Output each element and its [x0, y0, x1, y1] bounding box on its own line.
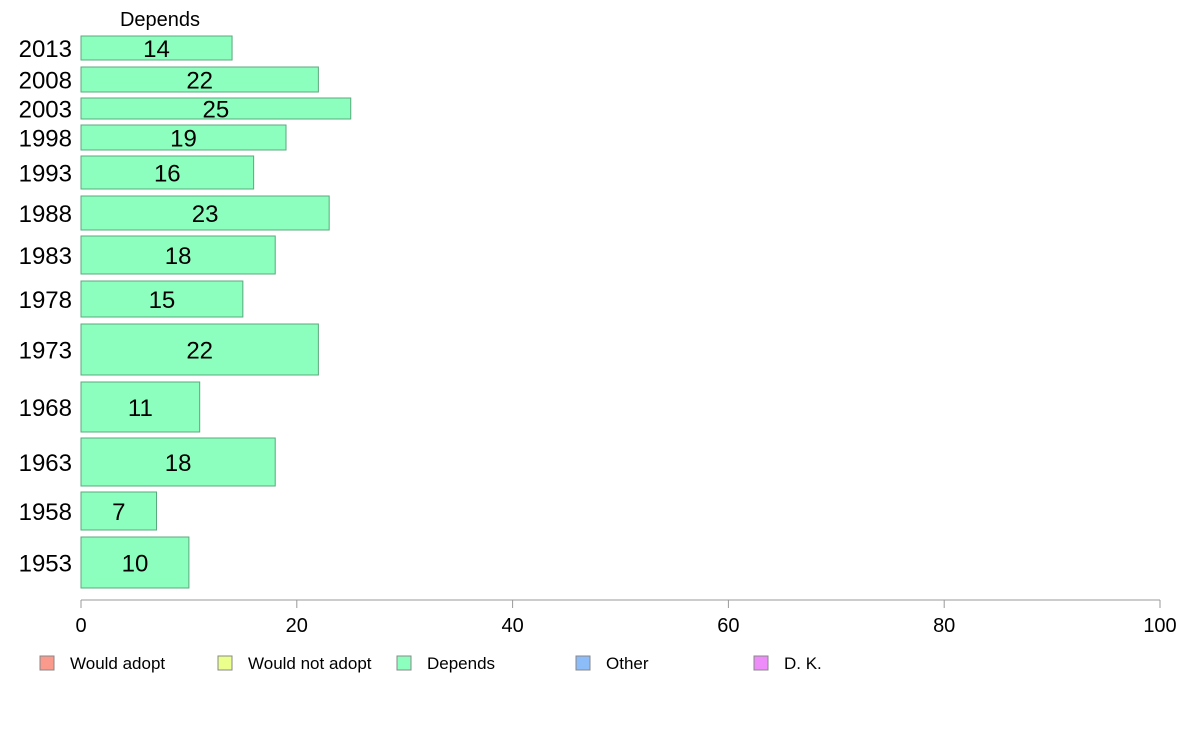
bar-1968 [80, 381, 201, 433]
y-tick-label: 1993 [19, 161, 72, 188]
y-tick-label: 1958 [19, 499, 72, 526]
bar-1993 [80, 155, 255, 190]
y-tick-label: 1963 [19, 450, 72, 477]
bar-1978 [80, 280, 244, 318]
legend-label: Other [606, 654, 649, 673]
bar-1983 [80, 235, 276, 275]
legend-label: Would adopt [70, 654, 165, 673]
column-title: Depends [120, 9, 200, 31]
y-tick-label: 2003 [19, 97, 72, 124]
x-tick-label: 0 [75, 615, 86, 637]
y-tick-label: 1988 [19, 201, 72, 228]
bar-1963 [80, 437, 276, 487]
bar-value-label: 11 [128, 395, 153, 422]
bar-value-label: 22 [186, 338, 213, 365]
bar-value-label: 16 [154, 161, 181, 188]
x-axis: 0 20 40 60 80 100 [75, 599, 1177, 637]
bar-2003 [80, 97, 352, 120]
x-tick-label: 40 [501, 615, 523, 637]
bar-value-label: 7 [112, 499, 125, 526]
legend-label: Depends [427, 654, 495, 673]
x-tick-label: 80 [933, 615, 955, 637]
legend-swatch [217, 655, 233, 671]
legend: Would adopt Would not adopt Depends Other D.… [39, 654, 822, 673]
bar-value-label: 18 [165, 450, 192, 477]
bar-value-label: 14 [143, 36, 170, 63]
y-tick-label: 1998 [19, 126, 72, 153]
bar-1953 [80, 536, 190, 589]
legend-swatch [753, 655, 769, 671]
legend-label: D. K. [784, 654, 822, 673]
bar-value-label: 25 [203, 97, 230, 124]
bar-1998 [80, 124, 287, 151]
bar-value-label: 15 [149, 287, 176, 314]
bar-1988 [80, 195, 330, 231]
bar-value-label: 18 [165, 243, 192, 270]
y-tick-label: 2013 [19, 36, 72, 63]
legend-swatch [396, 655, 412, 671]
bar-value-label: 22 [186, 68, 213, 95]
y-tick-label: 1968 [19, 395, 72, 422]
bar-value-label: 23 [192, 201, 219, 228]
legend-swatch [39, 655, 55, 671]
bars-group: 2013 14 2008 22 2003 25 1998 19 1993 16 1988 23 1983… [19, 35, 352, 589]
bar-2008 [80, 66, 319, 93]
bar-2013 [80, 35, 233, 61]
legend-swatch [575, 655, 591, 671]
y-tick-label: 1983 [19, 243, 72, 270]
x-tick-label: 100 [1143, 615, 1176, 637]
y-tick-label: 1978 [19, 287, 72, 314]
bar-value-label: 10 [122, 551, 149, 578]
bar-1958 [80, 491, 158, 531]
x-tick-label: 60 [717, 615, 739, 637]
bar-value-label: 19 [170, 126, 197, 153]
bar-1973 [80, 323, 319, 376]
x-tick-label: 20 [286, 615, 308, 637]
y-tick-label: 1973 [19, 338, 72, 365]
legend-label: Would not adopt [248, 654, 372, 673]
y-tick-label: 1953 [19, 551, 72, 578]
y-tick-label: 2008 [19, 68, 72, 95]
